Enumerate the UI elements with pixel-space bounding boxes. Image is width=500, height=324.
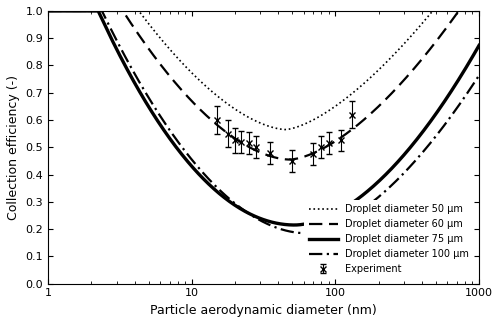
Droplet diameter 50 μm — [278, 127, 284, 131]
Legend: Droplet diameter 50 μm, Droplet diameter 60 μm, Droplet diameter 75 μm, Droplet : Droplet diameter 50 μm, Droplet diameter… — [304, 200, 474, 279]
Droplet diameter 60 μm — [287, 157, 293, 161]
Droplet diameter 50 μm — [476, 9, 482, 13]
Line: Droplet diameter 50 μm: Droplet diameter 50 μm — [48, 11, 479, 130]
Droplet diameter 100 μm — [252, 216, 258, 220]
Droplet diameter 50 μm — [45, 9, 51, 13]
Droplet diameter 60 μm — [466, 9, 472, 13]
Droplet diameter 60 μm — [252, 148, 258, 152]
Droplet diameter 75 μm — [45, 9, 51, 13]
Droplet diameter 100 μm — [302, 231, 308, 235]
Droplet diameter 60 μm — [278, 157, 284, 161]
Droplet diameter 100 μm — [302, 231, 308, 235]
Droplet diameter 100 μm — [250, 214, 256, 218]
Droplet diameter 75 μm — [302, 222, 308, 226]
Droplet diameter 75 μm — [476, 43, 482, 47]
Droplet diameter 60 μm — [45, 9, 51, 13]
Droplet diameter 50 μm — [399, 44, 405, 48]
Droplet diameter 50 μm — [252, 119, 258, 123]
Droplet diameter 60 μm — [399, 80, 405, 84]
Droplet diameter 50 μm — [302, 122, 308, 126]
Droplet diameter 100 μm — [476, 74, 482, 77]
Droplet diameter 50 μm — [466, 9, 472, 13]
Droplet diameter 50 μm — [282, 128, 288, 132]
Droplet diameter 50 μm — [250, 118, 256, 122]
Line: Droplet diameter 100 μm: Droplet diameter 100 μm — [48, 11, 479, 233]
Droplet diameter 75 μm — [278, 222, 284, 226]
Droplet diameter 100 μm — [466, 88, 472, 92]
Line: Droplet diameter 60 μm: Droplet diameter 60 μm — [48, 11, 479, 159]
Droplet diameter 75 μm — [291, 223, 297, 227]
Droplet diameter 100 μm — [399, 173, 405, 177]
Y-axis label: Collection efficiency (-): Collection efficiency (-) — [7, 75, 20, 220]
Droplet diameter 100 μm — [45, 9, 51, 13]
Droplet diameter 75 μm — [399, 155, 405, 159]
X-axis label: Particle aerodynamic diameter (nm): Particle aerodynamic diameter (nm) — [150, 304, 377, 317]
Droplet diameter 75 μm — [250, 214, 256, 217]
Line: Droplet diameter 75 μm: Droplet diameter 75 μm — [48, 11, 479, 225]
Droplet diameter 75 μm — [252, 214, 258, 218]
Droplet diameter 75 μm — [466, 60, 472, 64]
Droplet diameter 60 μm — [476, 9, 482, 13]
Droplet diameter 60 μm — [302, 154, 308, 158]
Droplet diameter 60 μm — [250, 147, 256, 151]
Droplet diameter 100 μm — [278, 227, 284, 231]
